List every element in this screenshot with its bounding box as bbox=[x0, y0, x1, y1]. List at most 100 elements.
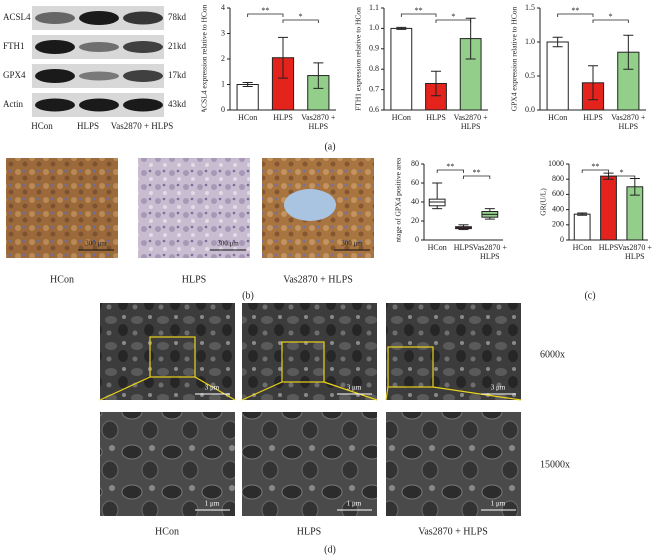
x-tick-label: Vas2870 + HLPS bbox=[617, 243, 652, 261]
y-tick-label: 0 bbox=[560, 235, 564, 242]
scale-label: 3 μm bbox=[347, 384, 362, 392]
y-tick-label: 2 bbox=[221, 54, 225, 63]
x-tick-label: HLPS bbox=[426, 113, 446, 122]
ihc-image bbox=[138, 158, 250, 258]
significance-label: ** bbox=[261, 6, 269, 15]
y-tick-label: 0.0 bbox=[525, 105, 535, 112]
y-tick-label: 0.7 bbox=[369, 84, 379, 93]
zoom-boxes bbox=[99, 336, 522, 401]
scale-label: 1 μm bbox=[347, 500, 362, 508]
scale-label: 300 μm bbox=[341, 240, 363, 248]
x-tick-label: HCon bbox=[391, 113, 411, 122]
group-label: Vas2870 + HLPS bbox=[283, 274, 353, 285]
significance-label: * bbox=[299, 12, 303, 21]
significance-bracket bbox=[247, 13, 284, 17]
x-tick-label: HLPS bbox=[583, 113, 603, 122]
x-tick-label: Vas2870 + HLPS bbox=[301, 113, 336, 131]
chart: ACSL4 expression relative to HCon 0 1 2 3 4 **… bbox=[198, 2, 340, 134]
chart-plot: GPX4 expression relative to HCon 0.0 0.5 1.… bbox=[510, 3, 646, 114]
scale-label: 3 μm bbox=[491, 384, 506, 392]
protein-label: FTH1 bbox=[3, 41, 25, 51]
scale-label: 300 μm bbox=[85, 240, 107, 248]
significance-bracket bbox=[282, 19, 319, 23]
y-tick-label: 1.1 bbox=[369, 3, 379, 12]
scale-label: 3 μm bbox=[205, 384, 220, 392]
size-label: 78kd bbox=[168, 12, 187, 22]
panel-label: (c) bbox=[584, 290, 595, 301]
significance-bracket bbox=[592, 19, 629, 23]
y-axis-label: FTH1 expression relative to HCon bbox=[354, 7, 363, 111]
scale-label: 1 μm bbox=[205, 500, 220, 508]
chart-plot: Percentage of GPX4 positive area (%) 0 20 4… bbox=[394, 144, 503, 259]
bar bbox=[600, 175, 617, 241]
error-bar bbox=[552, 36, 563, 48]
error-bar bbox=[588, 65, 598, 101]
x-tick-label: Vas2870 + HLPS bbox=[453, 113, 488, 131]
magnification-label: 6000x bbox=[540, 349, 565, 360]
bar bbox=[573, 213, 591, 241]
y-tick-label: 200 bbox=[552, 220, 564, 229]
significance-bracket bbox=[608, 175, 636, 179]
tem-image bbox=[386, 412, 521, 516]
y-tick-label: 1.0 bbox=[369, 23, 379, 32]
ihc-vessel bbox=[284, 189, 336, 221]
tem-image bbox=[242, 412, 377, 516]
y-tick-label: 3 bbox=[221, 28, 225, 37]
group-label: HCon bbox=[155, 526, 179, 537]
y-tick-label: 40 bbox=[411, 197, 419, 206]
lane-label: HCon bbox=[31, 121, 53, 131]
lane-label: HLPS bbox=[77, 121, 99, 131]
chart-plot: FTH1 expression relative to HCon 0.6 0.7 0.… bbox=[354, 3, 488, 114]
bar bbox=[236, 84, 259, 111]
tem-image bbox=[100, 412, 235, 516]
y-tick-label: 1.5 bbox=[525, 3, 535, 12]
significance-label: ** bbox=[415, 6, 423, 15]
protein-label: ACSL4 bbox=[3, 12, 31, 22]
panel-label: (a) bbox=[324, 141, 335, 152]
significance-bracket bbox=[436, 169, 464, 173]
chart: GPX4 expression relative to HCon 0.0 0.5 1.… bbox=[508, 2, 650, 134]
error-bar bbox=[465, 17, 476, 60]
y-tick-label: 0 bbox=[221, 105, 225, 112]
y-tick-label: 80 bbox=[411, 159, 419, 168]
y-tick-label: 400 bbox=[552, 204, 564, 213]
group-label: HLPS bbox=[297, 526, 321, 537]
significance-label: * bbox=[609, 12, 613, 21]
chart: Percentage of GPX4 positive area (%) 0 20 4… bbox=[392, 144, 507, 264]
x-tick-label: HLPS bbox=[453, 243, 474, 252]
bar bbox=[390, 27, 413, 111]
significance-label: ** bbox=[473, 168, 481, 177]
scale-label: 1 μm bbox=[491, 500, 506, 508]
x-tick-label: Vas2870 + HLPS bbox=[611, 113, 646, 131]
group-label: HLPS bbox=[182, 274, 206, 285]
blot-bands bbox=[35, 11, 163, 112]
error-bar bbox=[278, 36, 288, 79]
y-axis-label: GR(U/L) bbox=[539, 188, 548, 216]
panel-label: (d) bbox=[324, 544, 336, 555]
y-tick-label: 20 bbox=[411, 216, 419, 225]
y-tick-label: 0 bbox=[415, 235, 419, 242]
panel-label: (b) bbox=[242, 290, 254, 301]
y-tick-label: 1 bbox=[221, 79, 225, 88]
size-label: 21kd bbox=[168, 41, 187, 51]
error-bar bbox=[577, 212, 588, 216]
significance-bracket bbox=[557, 13, 594, 17]
ihc-image bbox=[6, 158, 118, 258]
x-tick-label: HCon bbox=[572, 243, 592, 252]
scale-bars bbox=[195, 393, 516, 511]
significance-bracket bbox=[400, 13, 437, 17]
protein-label: Actin bbox=[3, 99, 23, 109]
chart: FTH1 expression relative to HCon 0.6 0.7 0.… bbox=[352, 2, 492, 134]
error-bar bbox=[242, 81, 253, 88]
y-tick-label: 1000 bbox=[548, 159, 564, 168]
error-bar bbox=[431, 70, 441, 97]
size-label: 43kd bbox=[168, 99, 187, 109]
significance-bracket bbox=[463, 175, 491, 179]
x-tick-label: HLPS bbox=[273, 113, 293, 122]
error-bar bbox=[313, 62, 324, 89]
y-tick-label: 0.9 bbox=[369, 44, 379, 53]
x-tick-label: HLPS bbox=[598, 243, 619, 252]
